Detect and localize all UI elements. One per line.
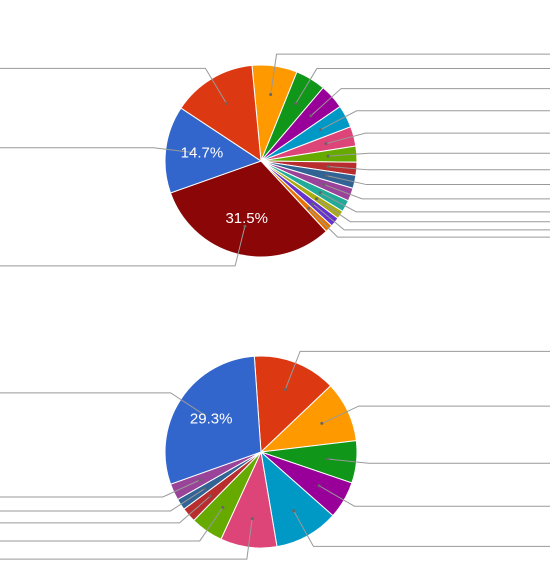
leader-dot <box>292 509 296 513</box>
leader-line <box>327 152 550 157</box>
leader-line <box>0 147 195 154</box>
leader-line <box>310 88 550 117</box>
leader-dot <box>311 202 315 206</box>
leader-dot <box>224 101 228 105</box>
leader-line <box>0 479 201 498</box>
leader-line <box>312 203 550 231</box>
leader-line <box>327 458 550 464</box>
leader-dot <box>294 101 298 105</box>
leader-dot <box>269 93 273 97</box>
leader-dot <box>283 387 287 391</box>
leader-dot <box>221 505 225 509</box>
leader-dot <box>326 154 330 158</box>
leader-line <box>270 53 550 95</box>
leader-line <box>316 198 550 223</box>
leader-line <box>0 226 246 267</box>
leader-dot <box>318 191 322 195</box>
leader-dot <box>203 413 207 417</box>
leader-dot <box>243 224 247 228</box>
leader-line <box>327 165 550 171</box>
leader-line <box>308 208 550 238</box>
slice-label: 29.3% <box>190 410 233 427</box>
leader-dot <box>250 517 254 521</box>
leader-line <box>295 68 550 104</box>
leader-dot <box>309 114 313 118</box>
leader-dot <box>192 151 196 155</box>
leader-line <box>326 175 550 186</box>
leader-dot <box>325 174 329 178</box>
leader-line <box>321 405 550 424</box>
leader-line <box>284 350 550 390</box>
slice-label: 14.7% <box>181 145 224 162</box>
leader-line <box>323 184 550 200</box>
leader-line <box>320 192 550 213</box>
leader-dot <box>326 457 330 461</box>
leader-line <box>325 132 550 145</box>
leader-line <box>0 507 224 542</box>
leader-dot <box>315 197 319 201</box>
leader-dot <box>203 487 207 491</box>
leader-dot <box>307 206 311 210</box>
leader-line <box>0 495 211 524</box>
leader-dot <box>318 128 322 132</box>
leader-line <box>0 67 227 104</box>
leader-dot <box>317 484 321 488</box>
leader-line <box>318 485 550 507</box>
leader-line <box>0 488 205 512</box>
leader-dot <box>324 142 328 146</box>
leader-dot <box>208 494 212 498</box>
leader-line <box>0 518 253 560</box>
leader-dot <box>198 478 202 482</box>
leader-dot <box>320 421 324 425</box>
leader-dot <box>326 164 330 168</box>
leader-dot <box>322 183 326 187</box>
slice-label: 31.5% <box>225 210 268 227</box>
leader-line <box>320 110 550 131</box>
leader-line <box>293 510 550 547</box>
leader-line <box>0 392 206 416</box>
